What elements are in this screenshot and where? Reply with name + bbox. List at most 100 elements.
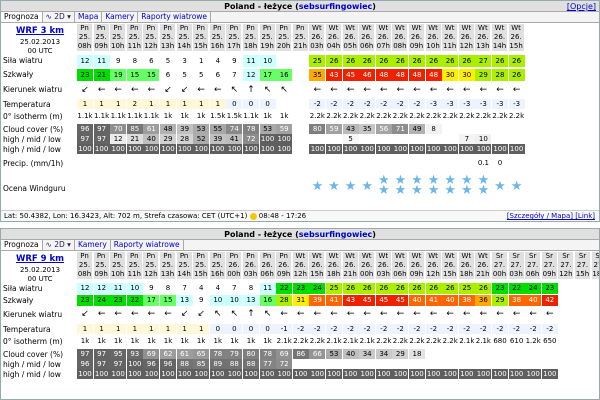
hour-cell: 21h: [292, 42, 309, 51]
tab-bar: Prognoza ∿ 2D ▾ Kamery Raporty wiatrowe: [1, 240, 599, 251]
wind-cell: 22: [276, 283, 293, 294]
rating-star-icon: ★: [377, 183, 390, 198]
day-cell: Pn: [110, 252, 127, 261]
ch-cell: [459, 124, 475, 134]
wind-cell: 26: [342, 283, 359, 294]
dirs-cell: ↙: [81, 309, 89, 319]
temp-cell: 2: [126, 99, 143, 109]
precip-cell: 0.1: [477, 159, 489, 167]
day-cell: Pn: [176, 252, 193, 261]
cm-cell: 77: [259, 359, 276, 369]
gust-cell: 15: [126, 69, 143, 81]
temp-cell: -2: [475, 324, 492, 334]
wind-row-label: Siła wiatru: [3, 56, 43, 65]
precip-cell: [376, 158, 392, 168]
chart-icon: ∿: [45, 12, 52, 21]
tab-forecast[interactable]: Prognoza: [1, 12, 43, 22]
date-cell: 26.: [326, 261, 342, 270]
hour-cell: 05h: [342, 42, 359, 51]
tab-map[interactable]: Mapa: [75, 12, 103, 22]
iso-cell: 2.2k: [475, 112, 491, 120]
precip-cell: [226, 158, 242, 168]
tab-2d[interactable]: ∿ 2D ▾: [43, 240, 75, 250]
cl-cell: 100: [541, 369, 558, 379]
run-time: 00 UTC: [27, 275, 53, 283]
hour-cell: 13h: [160, 270, 176, 279]
temp-cell: [293, 99, 309, 109]
wind-cell: 26: [508, 55, 525, 67]
date-cell: 26.: [375, 261, 392, 270]
date-cell: 27.: [575, 261, 591, 270]
dirs-cell: ←: [346, 309, 355, 319]
cm-cell: 100: [276, 134, 293, 144]
sun-icon: [249, 212, 257, 220]
cm-cell: 100: [126, 359, 143, 369]
gust-cell: 30: [458, 69, 475, 81]
hour-cell: 12h: [558, 270, 575, 279]
date-cell: 26.: [442, 261, 459, 270]
spot-owner-link[interactable]: sebsurfingowiec: [298, 2, 373, 11]
options-link[interactable]: [Opcje]: [566, 2, 596, 11]
ch-cell: 78: [209, 349, 226, 359]
rating-star-icon: ★: [394, 183, 407, 198]
hour-cell: 11h: [442, 42, 459, 51]
tab-2d[interactable]: ∿ 2D ▾: [43, 12, 75, 22]
chevron-down-icon: ▾: [67, 12, 71, 21]
cl-cell: 100: [425, 369, 442, 379]
gust-cell: 23: [77, 295, 93, 306]
cloud2-row-label: high / mid / low: [3, 360, 61, 369]
temp-cell: -2: [425, 324, 442, 334]
cl-cell: 100: [392, 144, 409, 154]
temp-cell: 1: [93, 324, 110, 334]
iso-cell: 2.2k: [442, 337, 458, 345]
wind-cell: 26: [442, 55, 459, 67]
temp-cell: -3: [475, 99, 492, 109]
run-date: 25.02.2013: [19, 266, 61, 274]
precip-cell: [459, 158, 475, 168]
precip-cell: [160, 158, 176, 168]
wind-cell: 23: [292, 283, 309, 294]
dirs-cell: ←: [131, 309, 139, 319]
ch-cell: 18: [409, 349, 425, 359]
day-cell: Wt: [326, 24, 342, 33]
date-cell: 25.: [77, 33, 93, 42]
cm-cell: [293, 359, 309, 369]
hour-cell: 18h: [243, 42, 259, 51]
ch-cell: 35: [359, 124, 376, 134]
dir-row-label: Kierunek wiatru: [3, 85, 63, 94]
spot-owner-link[interactable]: sebsurfingowiec: [298, 230, 373, 239]
dirs-cell: ←: [429, 309, 438, 319]
tab-cams[interactable]: Kamery: [75, 240, 111, 250]
tab-reports[interactable]: Raporty wiatrowe: [111, 240, 184, 250]
cm-cell: [376, 134, 392, 144]
hour-cell: 18h: [326, 270, 342, 279]
tab-forecast[interactable]: Prognoza: [1, 240, 43, 250]
precip-cell: [243, 158, 259, 168]
dirs-cell: ←: [114, 85, 122, 95]
iso-cell: 1.1k: [143, 112, 159, 120]
ch-cell: 53: [326, 349, 342, 359]
iso-cell: 1.1k: [110, 112, 126, 120]
cm-cell: [558, 359, 574, 369]
cm-cell: 72: [276, 359, 293, 369]
hour-cell: 14h: [492, 42, 508, 51]
dirs-cell: ←: [396, 85, 405, 95]
cl-cell: 100: [458, 144, 475, 154]
cl-cell: 100: [143, 369, 160, 379]
gust-cell: 28: [492, 69, 508, 81]
wind-cell: 26: [475, 283, 492, 294]
date-cell: 26.: [326, 33, 342, 42]
ch-cell: 97: [77, 349, 93, 359]
date-cell: 25.: [176, 33, 193, 42]
hour-cell: 07h: [375, 42, 392, 51]
rating-star-icon: ★: [460, 173, 473, 188]
tab-reports[interactable]: Raporty wiatrowe: [138, 12, 212, 22]
details-links[interactable]: [Szczegóły / Mapa] [Link]: [506, 212, 595, 220]
gust-cell: 35: [309, 69, 326, 81]
temp-row-label: Temperatura: [3, 100, 51, 109]
precip-cell: [442, 158, 458, 168]
hour-cell: 21h: [475, 270, 492, 279]
tab-cams[interactable]: Kamery: [102, 12, 139, 22]
iso-cell: [592, 336, 599, 346]
temp-cell: -3: [442, 99, 459, 109]
